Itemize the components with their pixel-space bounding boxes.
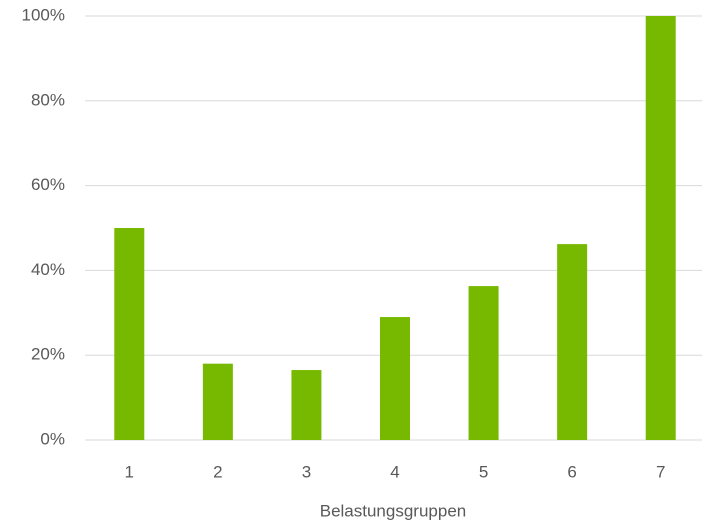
y-tick-label: 20% [31,345,65,364]
y-tick-label: 100% [22,5,65,24]
bar [202,363,233,440]
x-axis-label: Belastungsgruppen [320,501,467,520]
bar [380,317,410,440]
x-tick-label: 5 [479,462,488,481]
x-tick-label: 1 [125,462,134,481]
y-tick-label: 40% [31,260,65,279]
y-tick-label: 60% [31,175,65,194]
bar [557,244,588,440]
bar [645,16,676,440]
bar [468,286,499,440]
x-tick-label: 6 [567,462,576,481]
bar [114,228,145,440]
x-tick-label: 7 [656,462,665,481]
bar [291,370,322,440]
x-tick-label: 4 [390,462,399,481]
y-tick-label: 0% [40,429,65,448]
x-tick-label: 2 [213,462,222,481]
x-tick-label: 3 [302,462,311,481]
y-tick-label: 80% [31,90,65,109]
